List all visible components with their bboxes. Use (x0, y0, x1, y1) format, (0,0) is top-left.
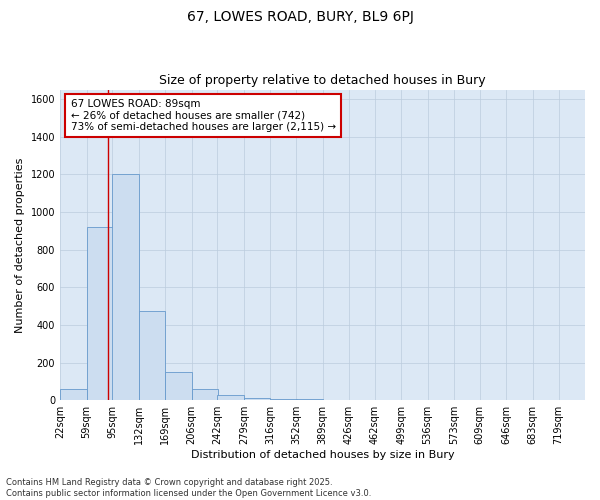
Text: 67, LOWES ROAD, BURY, BL9 6PJ: 67, LOWES ROAD, BURY, BL9 6PJ (187, 10, 413, 24)
Bar (139, 311, 165, 400)
Bar (112, 174, 139, 400)
Text: Contains HM Land Registry data © Crown copyright and database right 2025.
Contai: Contains HM Land Registry data © Crown c… (6, 478, 371, 498)
Bar (217, 394, 244, 400)
Text: 67 LOWES ROAD: 89sqm
← 26% of detached houses are smaller (742)
73% of semi-deta: 67 LOWES ROAD: 89sqm ← 26% of detached h… (71, 99, 335, 132)
X-axis label: Distribution of detached houses by size in Bury: Distribution of detached houses by size … (191, 450, 454, 460)
Bar (165, 372, 191, 400)
Bar (191, 389, 218, 400)
Title: Size of property relative to detached houses in Bury: Size of property relative to detached ho… (159, 74, 486, 87)
Bar (60, 389, 86, 400)
Bar (86, 227, 113, 400)
Bar (244, 398, 271, 400)
Y-axis label: Number of detached properties: Number of detached properties (15, 157, 25, 332)
